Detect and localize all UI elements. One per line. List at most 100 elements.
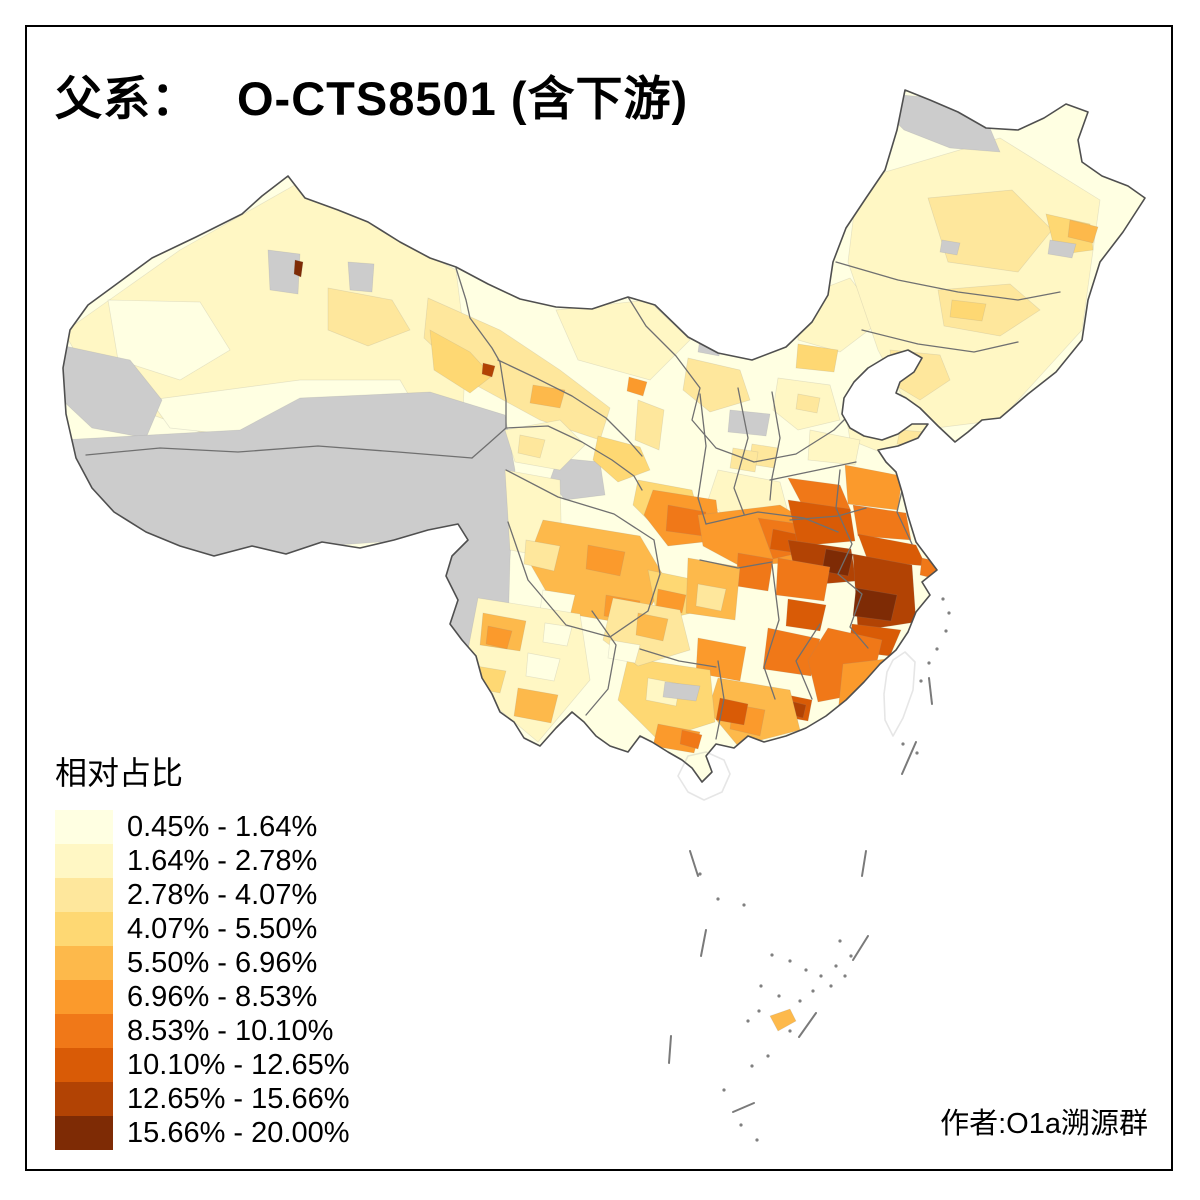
prefecture-region (729, 447, 759, 473)
hainan-island (677, 751, 731, 801)
islet-dot (788, 959, 792, 963)
prefecture-region (847, 137, 1101, 431)
nine-dash-line-segment (861, 850, 867, 877)
province-border-line (769, 391, 781, 501)
province-border-line (639, 648, 717, 668)
title-prefix: 父系： (55, 72, 199, 125)
prefecture-region (504, 419, 586, 471)
prefecture-region (267, 249, 301, 295)
legend-item: 2.78% - 4.07% (55, 878, 349, 912)
islet-dot (849, 954, 853, 958)
prefecture-region (937, 283, 1041, 337)
legend-swatch (55, 912, 113, 946)
prefecture-region (682, 357, 751, 413)
legend-item: 1.64% - 2.78% (55, 844, 349, 878)
prefecture-region (785, 598, 827, 632)
nine-dash-line-segment (700, 929, 707, 957)
prefecture-region (949, 299, 987, 322)
legend-swatch (55, 980, 113, 1014)
islet-dot (759, 984, 763, 988)
legend-item: 0.45% - 1.64% (55, 810, 349, 844)
prefecture-region (523, 539, 561, 572)
prefecture-region (662, 681, 701, 702)
legend-swatch (55, 1082, 113, 1116)
prefecture-region (529, 384, 566, 409)
islet-dot (755, 1138, 759, 1142)
legend-item: 10.10% - 12.65% (55, 1048, 349, 1082)
islet-dot (742, 903, 746, 907)
province-border-line (837, 573, 869, 649)
prefecture-region (775, 557, 831, 602)
legend-item: 4.07% - 5.50% (55, 912, 349, 946)
prefecture-region (481, 362, 496, 378)
legend-label: 4.07% - 5.50% (127, 912, 318, 945)
islet-dot (834, 964, 838, 968)
nine-dash-line-segment (798, 1012, 817, 1038)
title-haplogroup: O-CTS8501 (含下游) (237, 72, 689, 125)
islet-dot (722, 1088, 726, 1092)
prefecture-region (821, 548, 854, 577)
prefecture-region (429, 329, 493, 394)
prefecture-region (762, 627, 821, 677)
legend-item: 6.96% - 8.53% (55, 980, 349, 1014)
province-border-line (769, 461, 857, 481)
prefecture-region (695, 583, 727, 612)
legend-label: 6.96% - 8.53% (127, 980, 318, 1013)
province-border-line (763, 563, 780, 700)
nine-dash-line-segment (901, 741, 917, 775)
province-border-line (715, 660, 725, 740)
legend-swatch (55, 810, 113, 844)
islet-dot (843, 974, 847, 978)
prefecture-region (715, 697, 749, 726)
prefecture-region (655, 588, 687, 614)
islet-dot (746, 1019, 750, 1023)
islet-dot (739, 1123, 743, 1127)
islet-dots (698, 597, 951, 1142)
legend: 相对占比 0.45% - 1.64% 1.64% - 2.78% 2.78% -… (55, 748, 349, 1150)
prefecture-region (635, 612, 669, 642)
nine-dash-line-segment (668, 1035, 672, 1064)
prefecture-region (347, 261, 375, 293)
prefecture-region (549, 457, 606, 501)
legend-label: 10.10% - 12.65% (127, 1048, 350, 1081)
province-border-line (697, 393, 707, 525)
islet-dot (698, 872, 702, 876)
prefecture-region (542, 622, 573, 647)
prefecture-region (107, 299, 231, 381)
islet-dot (901, 742, 905, 746)
prefecture-region (634, 399, 665, 451)
legend-swatch (55, 946, 113, 980)
prefecture-region (555, 299, 691, 381)
islet-dot (788, 1029, 792, 1033)
islet-dot (919, 679, 923, 683)
legend-label: 15.66% - 20.00% (127, 1116, 350, 1149)
map-title: 父系： O-CTS8501 (含下游) (55, 60, 688, 129)
legend-swatch (55, 1014, 113, 1048)
paracel-islands (769, 1008, 797, 1032)
legend-label: 8.53% - 10.10% (127, 1014, 334, 1047)
province-border-line (835, 261, 1061, 301)
prefecture-region (795, 393, 821, 414)
islet-dot (947, 611, 951, 615)
islet-dot (829, 984, 833, 988)
prefecture-region (679, 729, 703, 750)
prefecture-region (327, 287, 411, 347)
province-border-line (705, 511, 839, 533)
taiwan-island (883, 651, 916, 737)
prefecture-region (517, 434, 546, 459)
province-border-line (505, 425, 643, 491)
islet-dot (838, 939, 842, 943)
islet-dot (757, 1009, 761, 1013)
islet-dot (944, 629, 948, 633)
nine-dash-line-segment (852, 935, 869, 961)
islet-dot (766, 1054, 770, 1058)
islet-dot (804, 968, 808, 972)
legend-swatch (55, 1116, 113, 1150)
author-credit: 作者:O1a溯源群 (940, 1108, 1148, 1140)
legend-label: 5.50% - 6.96% (127, 946, 318, 979)
prefecture-mosaic (63, 93, 1101, 754)
prefecture-region (837, 658, 887, 713)
prefecture-region (1047, 239, 1077, 259)
